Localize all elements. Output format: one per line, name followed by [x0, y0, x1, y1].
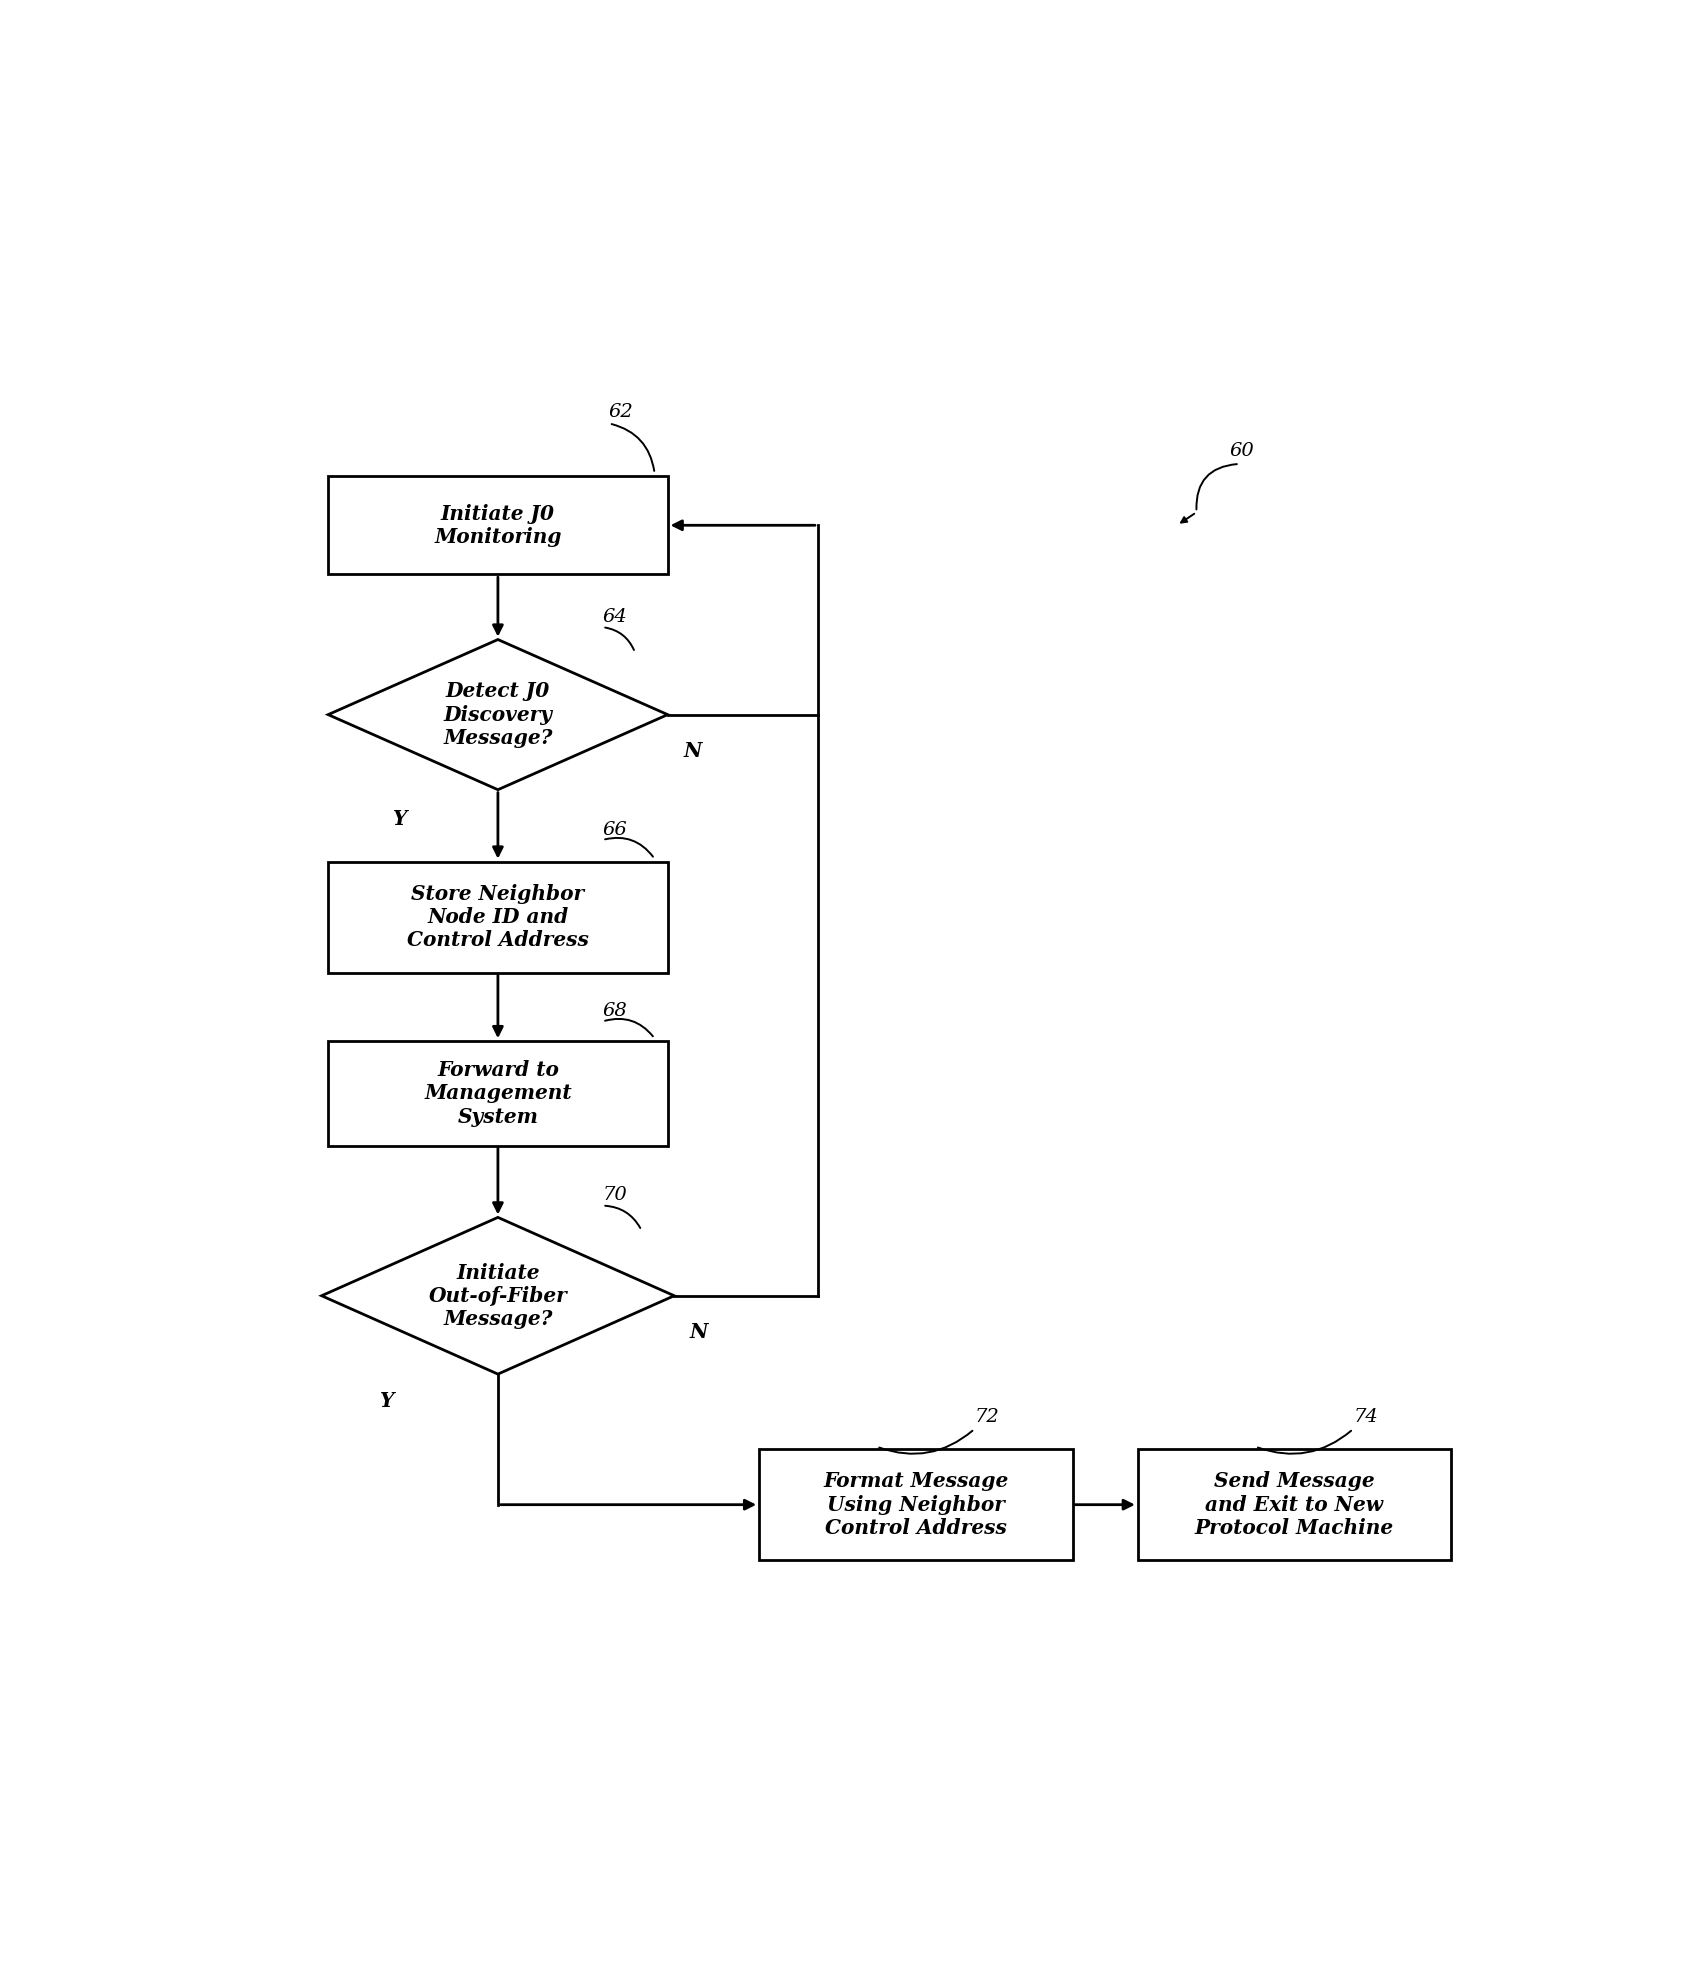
Text: Detect J0
Discovery
Message?: Detect J0 Discovery Message?: [443, 681, 553, 748]
Text: 60: 60: [1228, 442, 1254, 460]
Text: Forward to
Management
System: Forward to Management System: [425, 1059, 571, 1127]
FancyBboxPatch shape: [758, 1448, 1073, 1559]
Text: 66: 66: [602, 821, 627, 839]
Polygon shape: [322, 1218, 674, 1375]
Text: 64: 64: [602, 607, 627, 625]
Text: Format Message
Using Neighbor
Control Address: Format Message Using Neighbor Control Ad…: [824, 1472, 1008, 1538]
Text: Y: Y: [393, 809, 408, 829]
Text: 74: 74: [1353, 1409, 1378, 1426]
Text: Initiate J0
Monitoring: Initiate J0 Monitoring: [435, 504, 561, 548]
Text: Initiate
Out-of-Fiber
Message?: Initiate Out-of-Fiber Message?: [428, 1262, 568, 1329]
Text: Y: Y: [379, 1391, 394, 1411]
FancyBboxPatch shape: [1137, 1448, 1451, 1559]
FancyBboxPatch shape: [329, 861, 667, 972]
Text: 68: 68: [602, 1002, 627, 1020]
Text: Store Neighbor
Node ID and
Control Address: Store Neighbor Node ID and Control Addre…: [408, 883, 588, 950]
Text: Send Message
and Exit to New
Protocol Machine: Send Message and Exit to New Protocol Ma…: [1195, 1472, 1393, 1538]
FancyBboxPatch shape: [329, 1042, 667, 1145]
Text: N: N: [689, 1321, 708, 1341]
Text: N: N: [684, 740, 701, 760]
Text: 72: 72: [974, 1409, 999, 1426]
Text: 70: 70: [602, 1186, 627, 1204]
Polygon shape: [329, 639, 667, 790]
FancyBboxPatch shape: [329, 476, 667, 573]
Text: 62: 62: [608, 403, 634, 421]
